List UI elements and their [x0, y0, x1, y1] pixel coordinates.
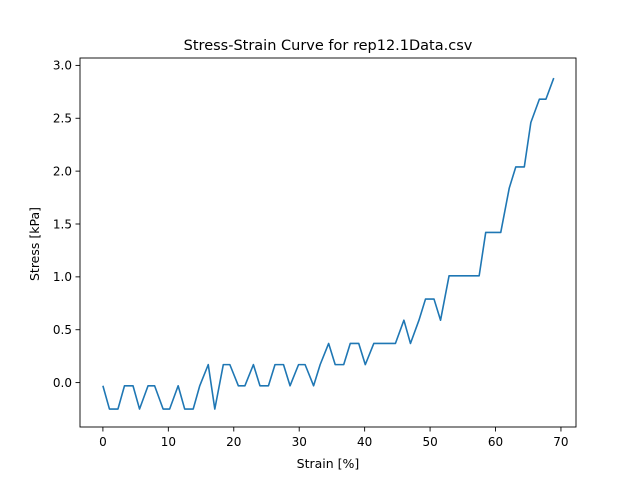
y-tick-label: 1.5 [53, 217, 72, 231]
x-tick-label: 0 [99, 435, 107, 449]
x-tick-label: 50 [422, 435, 437, 449]
x-tick-label: 30 [292, 435, 307, 449]
x-tick-label: 40 [357, 435, 372, 449]
y-tick-label: 2.0 [53, 164, 72, 178]
axes-frame [79, 57, 577, 428]
x-tick-label: 10 [161, 435, 176, 449]
y-axis-label: Stress [kPa] [27, 207, 42, 281]
x-axis-label: Strain [%] [297, 456, 360, 471]
x-tick-label: 60 [488, 435, 503, 449]
stress-strain-line [102, 77, 555, 410]
chart-title: Stress-Strain Curve for rep12.1Data.csv [184, 38, 473, 54]
y-tick-label: 3.0 [53, 59, 72, 73]
plot-area: 0 10 20 30 40 50 60 70 0.0 0.5 1.0 1.5 2.0 2.5 3.0 [53, 57, 577, 449]
y-tick-label: 1.0 [53, 270, 72, 284]
x-tick-label: 20 [226, 435, 241, 449]
y-tick-label: 0.0 [53, 376, 72, 390]
y-tick-label: 0.5 [53, 323, 72, 337]
x-tick-label: 70 [553, 435, 568, 449]
y-tick-label: 2.5 [53, 112, 72, 126]
